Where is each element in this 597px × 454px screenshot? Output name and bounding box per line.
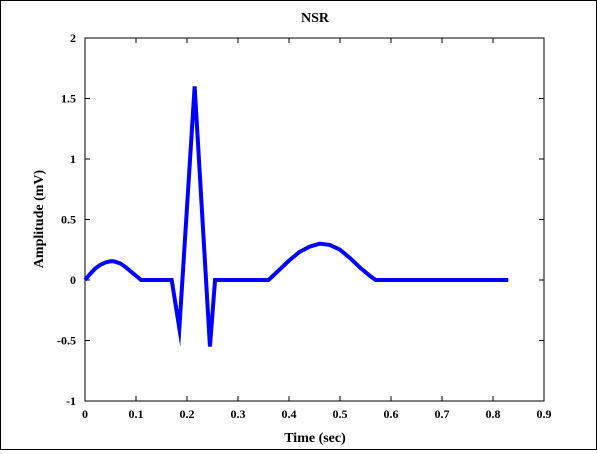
y-tick-label: -1 <box>66 394 76 408</box>
x-tick-labels: 0 0.1 0.2 0.3 0.4 0.5 0.6 0.7 0.8 0.9 <box>82 407 552 421</box>
y-axis-label: Amplitude (mV) <box>32 169 47 268</box>
y-tick-label: -0.5 <box>57 334 76 348</box>
y-tick-label: 2 <box>70 31 76 45</box>
y-tick-labels: -1 -0.5 0 0.5 1 1.5 2 <box>57 31 76 408</box>
x-tick-label: 0.7 <box>435 407 450 421</box>
x-tick-label: 0.3 <box>231 407 246 421</box>
x-tick-label: 0.9 <box>537 407 552 421</box>
x-tick-label: 0.4 <box>282 407 297 421</box>
x-tick-label: 0.8 <box>486 407 501 421</box>
x-tick-label: 0.1 <box>129 407 144 421</box>
y-tick-label: 0.5 <box>61 213 76 227</box>
ecg-series-line <box>83 86 509 347</box>
x-tick-label: 0.5 <box>333 407 348 421</box>
x-tick-label: 0 <box>82 407 88 421</box>
y-tick-label: 0 <box>70 273 76 287</box>
y-tick-label: 1 <box>70 152 76 166</box>
x-tick-label: 0.6 <box>384 407 399 421</box>
x-axis-label: Time (sec) <box>284 431 346 446</box>
chart-title: NSR <box>301 11 330 26</box>
axes-box <box>84 37 545 402</box>
x-tick-label: 0.2 <box>180 407 195 421</box>
y-tick-label: 1.5 <box>61 92 76 106</box>
series-layer <box>83 86 509 347</box>
